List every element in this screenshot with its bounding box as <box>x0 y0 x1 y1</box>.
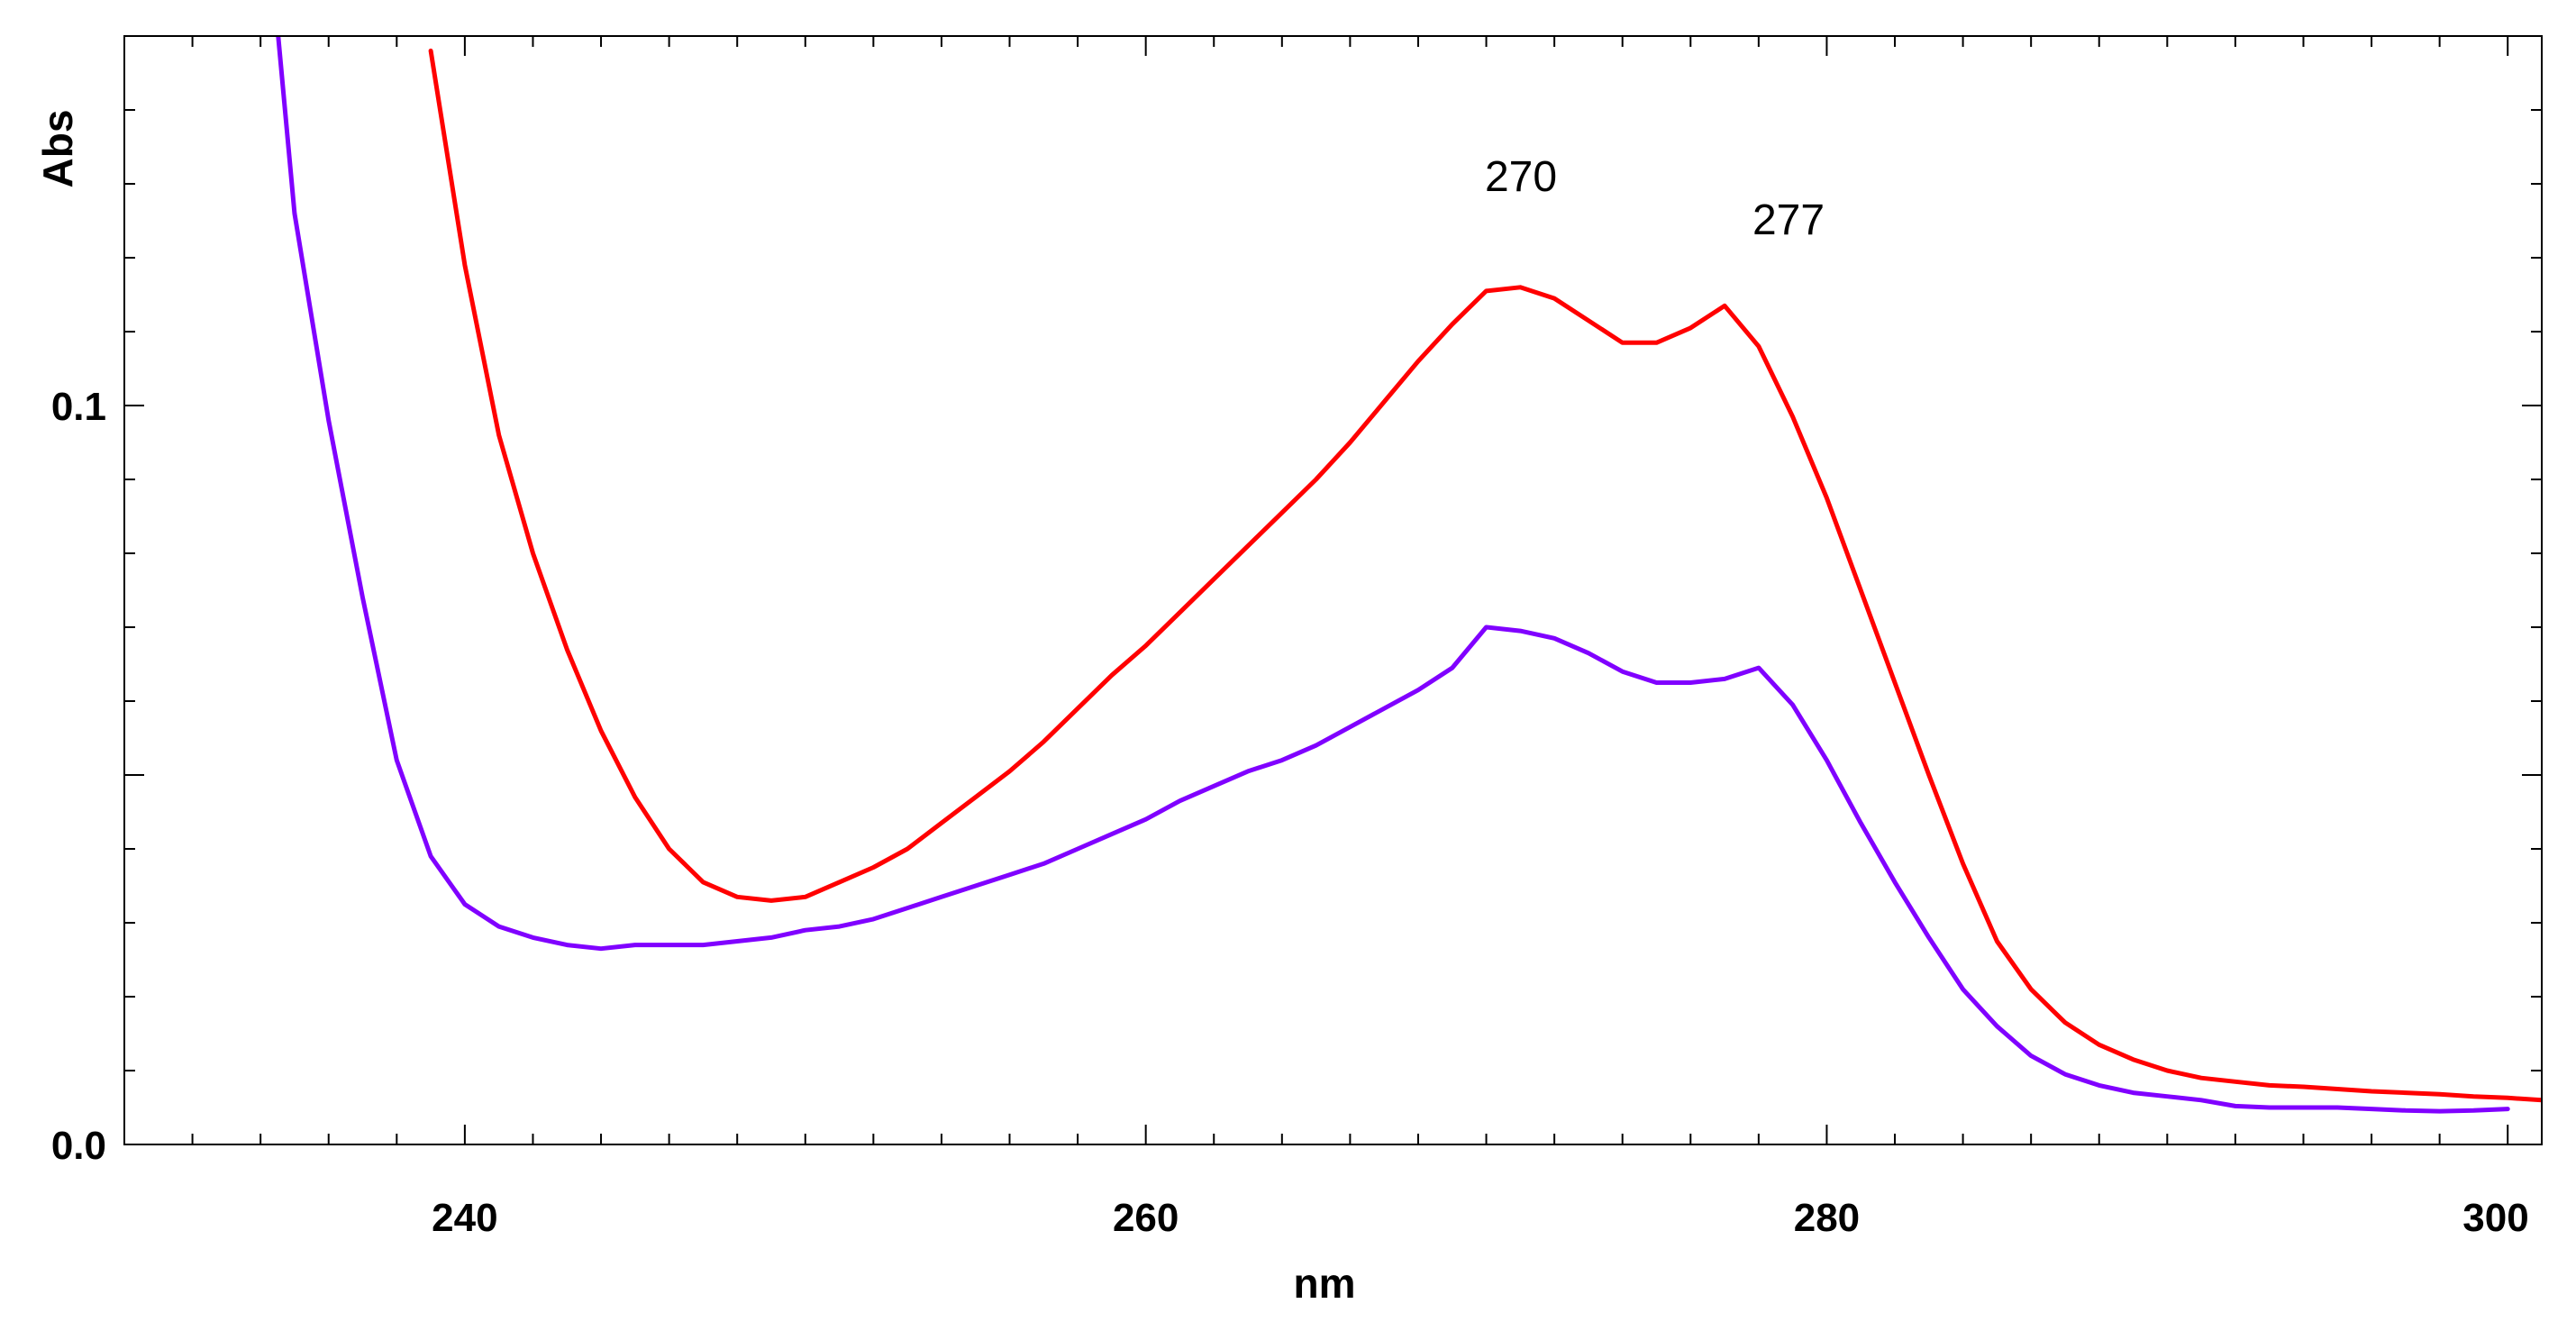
x-tick-label: 240 <box>432 1196 497 1240</box>
x-tick-label: 260 <box>1113 1196 1179 1240</box>
y-tick-label: 0.1 <box>51 385 106 429</box>
peak-label: 277 <box>1752 196 1825 244</box>
plot-frame <box>123 35 2543 1145</box>
x-tick-label: 280 <box>1794 1196 1860 1240</box>
peak-label: 270 <box>1485 153 1557 201</box>
x-axis-title: nm <box>1294 1260 1356 1307</box>
series-line-1 <box>428 48 2542 1103</box>
ticks-layer <box>124 35 2542 1145</box>
y-tick-label: 0.0 <box>51 1124 106 1168</box>
series-line-2 <box>276 36 2510 1114</box>
x-tick-label: 300 <box>2462 1196 2528 1240</box>
labels-layer: 240 260 280 300 0.0 0.1 270 277 <box>51 153 2529 1240</box>
series-layer <box>276 36 2542 1114</box>
y-axis-title: Abs <box>34 110 81 188</box>
